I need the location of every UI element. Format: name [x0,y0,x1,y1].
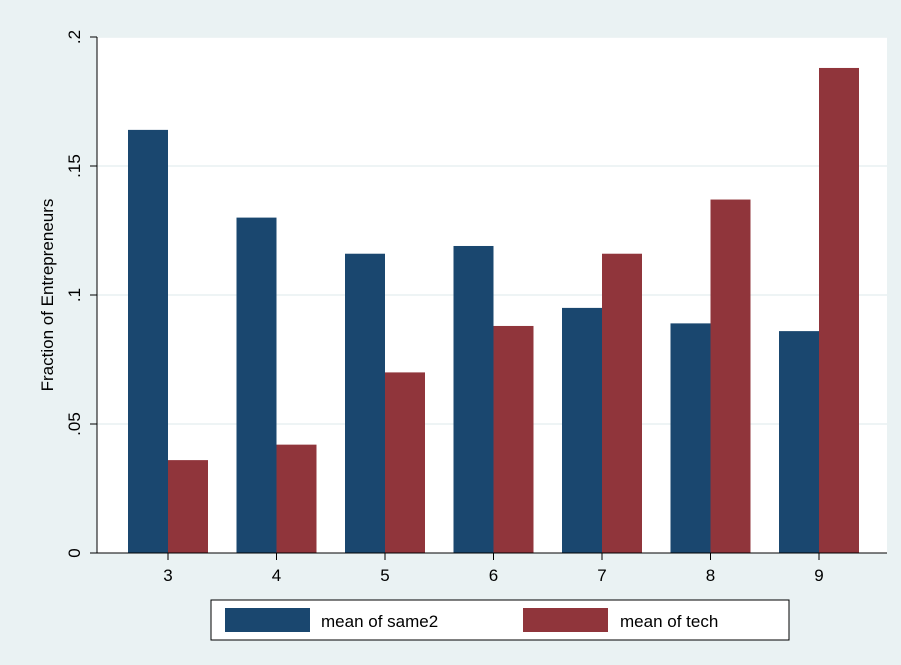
y-axis-label: Fraction of Entrepreneurs [38,199,57,392]
y-tick-label: .2 [65,30,84,44]
bar-same2-9 [779,331,819,553]
y-tick-label: .1 [65,288,84,302]
bar-tech-5 [385,372,425,553]
bar-same2-7 [562,307,602,553]
bar-tech-8 [710,199,751,554]
bar-tech-6 [493,325,534,553]
bar-same2-3 [128,129,168,553]
legend-swatch-tech [523,608,608,632]
legend-label-same2: mean of same2 [321,612,438,631]
x-tick-label: 5 [380,566,389,585]
legend-swatch-same2 [225,608,310,632]
x-tick-label: 6 [489,566,498,585]
x-tick-label: 8 [706,566,715,585]
bar-same2-5 [345,253,385,553]
y-tick-label: .05 [65,412,84,436]
bar-same2-6 [453,245,494,554]
x-tick-label: 9 [814,566,823,585]
legend-label-tech: mean of tech [620,612,718,631]
bar-tech-7 [602,253,642,553]
y-tick-label: 0 [65,548,84,557]
bar-tech-3 [168,460,208,553]
bar-tech-9 [819,67,859,554]
x-tick-label: 7 [597,566,606,585]
bar-tech-4 [276,444,317,553]
bars [128,67,859,554]
bar-same2-4 [236,217,277,553]
y-axis-ticks: 0 .05 .1 .15 .2 [65,30,97,558]
y-tick-label: .15 [65,154,84,178]
x-tick-label: 4 [272,566,281,585]
x-tick-label: 3 [163,566,172,585]
legend: mean of same2 mean of tech [210,599,790,641]
x-axis-ticks: 3 4 5 6 7 8 9 [163,553,824,585]
bar-same2-8 [670,323,711,553]
